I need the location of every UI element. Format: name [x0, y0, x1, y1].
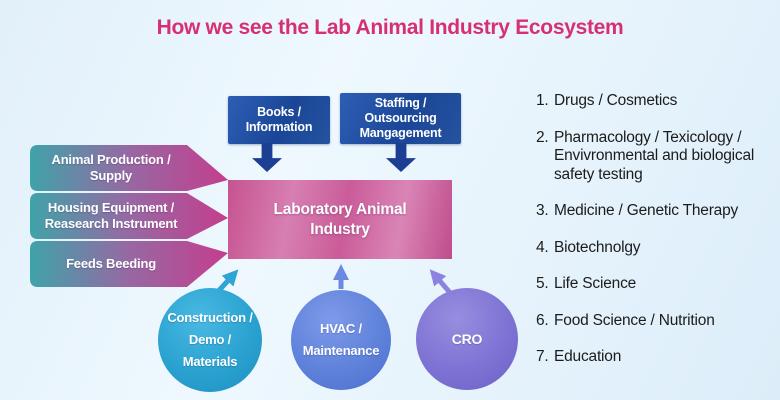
laboratory-animal-industry-box: Laboratory Animal Industry	[228, 180, 452, 259]
industry-applications-list: 1. Drugs / Cosmetics 2. Pharmacology / T…	[536, 92, 774, 385]
list-number: 5.	[536, 275, 549, 292]
list-text: Life Science	[554, 275, 637, 292]
left-arrow-shape	[30, 145, 228, 191]
list-text: Food Science / Nutrition	[554, 311, 715, 329]
animal-production-box: Animal Production / Supply	[51, 152, 171, 183]
construction-demo-circle: Construction / Demo / Materials	[158, 288, 262, 392]
list-number: 7.	[536, 348, 549, 365]
page-title: How we see the Lab Animal Industry Ecosy…	[156, 16, 624, 39]
list-number: 6.	[536, 311, 549, 329]
list-number: 4.	[536, 238, 549, 256]
list-number: 1.	[536, 92, 549, 109]
feeds-beeding-box: Feeds Beeding	[66, 256, 156, 271]
list-text: Education	[554, 348, 622, 365]
list-item: 1. Drugs / Cosmetics	[536, 92, 774, 111]
staffing-outsourcing-box: Staffing / Outsourcing Mangagement	[340, 93, 461, 144]
down-arrow-icon	[252, 143, 282, 172]
cro-circle: CRO	[416, 288, 518, 390]
list-text: Medicine / Genetic Therapy	[554, 202, 739, 219]
hvac-maintenance-circle: HVAC / Maintenance	[291, 290, 391, 390]
left-arrow-shape	[30, 193, 228, 239]
list-item: 6. Food Science / Nutrition	[536, 312, 774, 331]
list-item: 5. Life Science	[536, 275, 774, 294]
list-text: Biotechnolgy	[554, 238, 641, 256]
list-item: 4. Biotechnolgy	[536, 239, 774, 258]
list-text: Pharmacology / Texicology / Envivronment…	[554, 128, 755, 183]
down-arrow-icon	[386, 143, 416, 172]
left-arrow-shape	[30, 241, 228, 287]
list-number: 3.	[536, 202, 549, 219]
list-item: 3. Medicine / Genetic Therapy	[536, 202, 774, 221]
list-item: 7. Education	[536, 348, 774, 367]
list-item: 2. Pharmacology / Texicology / Envivronm…	[536, 129, 774, 185]
list-text: Drugs / Cosmetics	[554, 92, 678, 109]
list-number: 2.	[536, 128, 549, 146]
books-information-box: Books / Information	[228, 96, 330, 144]
housing-equipment-box: Housing Equipment / Reasearch Instrument	[44, 200, 178, 231]
